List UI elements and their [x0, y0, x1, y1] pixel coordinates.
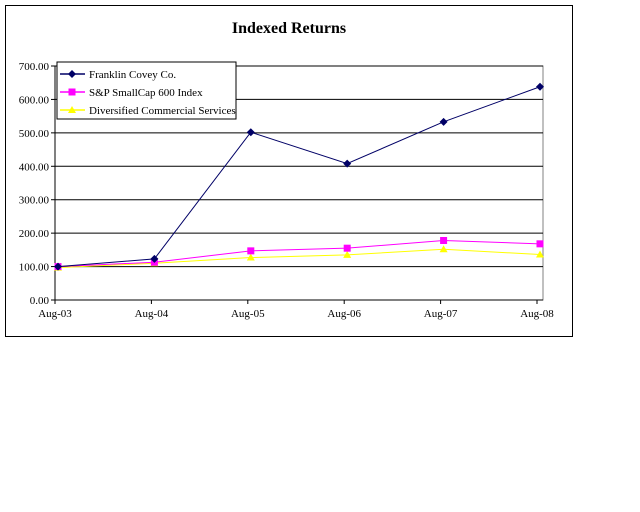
chart-title: Indexed Returns: [232, 20, 346, 37]
y-tick-label: 0.00: [30, 295, 50, 307]
square-marker: [536, 240, 544, 248]
legend-entry: S&P SmallCap 600 Index: [89, 87, 203, 99]
series-line: [57, 248, 541, 269]
legend: Franklin Covey Co. S&P SmallCap 600 Index…: [56, 61, 237, 120]
y-tick-label: 600.00: [19, 94, 50, 106]
square-marker: [343, 244, 351, 252]
legend-box: [56, 61, 237, 120]
legend-entry: Diversified Commercial Services: [89, 105, 236, 117]
y-tick-label: 300.00: [19, 195, 50, 207]
triangle-marker: [68, 106, 76, 113]
x-tick-label: Aug-07: [424, 308, 458, 320]
diamond-marker: [68, 70, 76, 78]
x-tick-label: Aug-05: [231, 308, 265, 320]
square-marker: [440, 236, 448, 244]
legend-entry: Franklin Covey Co.: [89, 69, 176, 81]
triangle-marker: [439, 245, 448, 253]
y-tick-label: 400.00: [19, 161, 50, 173]
diamond-marker: [439, 117, 448, 126]
series-diamond: [54, 82, 544, 271]
x-tick-label: Aug-06: [327, 308, 361, 320]
series-line: [57, 86, 541, 268]
diamond-marker: [150, 254, 159, 263]
y-tick-label: 700.00: [19, 61, 50, 73]
x-tick-label: Aug-04: [135, 308, 169, 320]
diamond-marker: [536, 82, 544, 91]
series-line: [57, 239, 541, 268]
triangle-marker: [536, 250, 544, 258]
y-tick-label: 500.00: [19, 128, 50, 140]
y-tick-label: 200.00: [19, 228, 50, 240]
chart-border: [5, 5, 573, 337]
diamond-marker: [343, 159, 352, 168]
triangle-marker: [246, 253, 255, 261]
square-marker: [68, 88, 76, 96]
x-tick-label: Aug-08: [520, 308, 554, 320]
triangle-marker: [343, 250, 352, 258]
square-marker: [247, 247, 255, 255]
x-tick-label: Aug-03: [38, 308, 72, 320]
diamond-marker: [246, 128, 255, 137]
diamond-marker: [54, 262, 62, 271]
y-tick-label: 100.00: [19, 262, 50, 274]
